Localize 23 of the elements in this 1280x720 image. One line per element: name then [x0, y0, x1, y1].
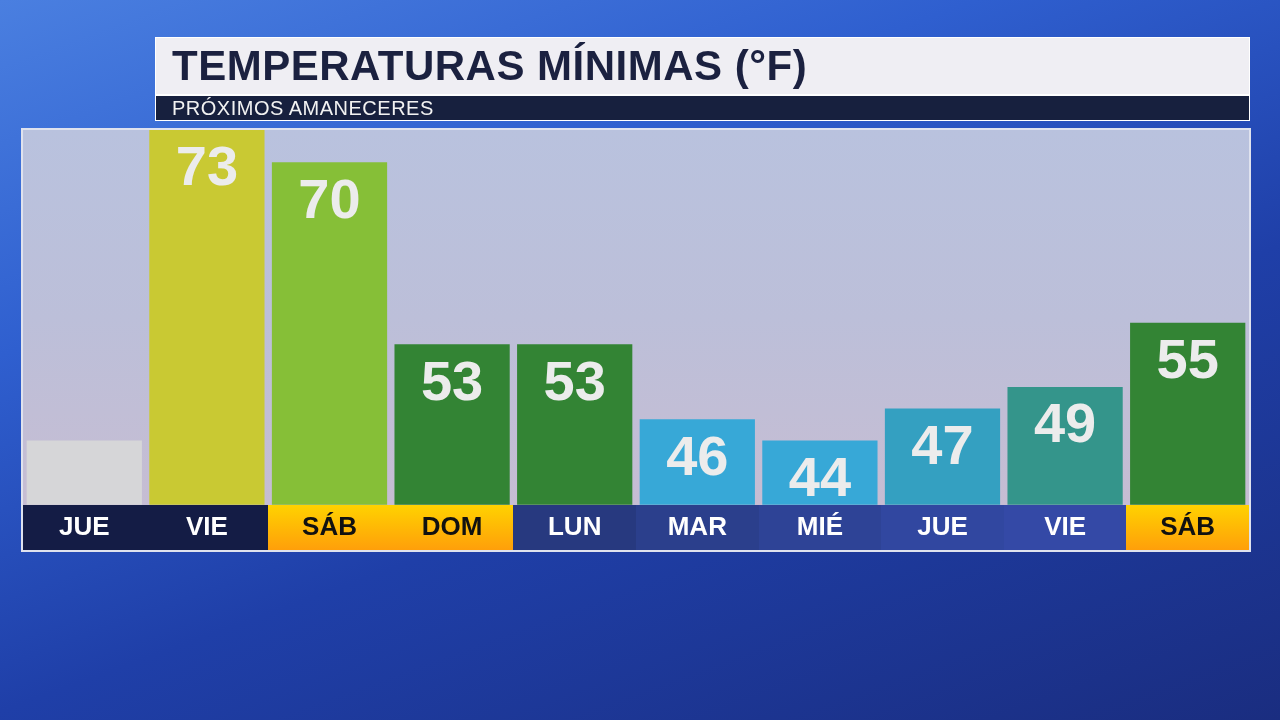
x-tick-label: MAR: [667, 510, 728, 541]
x-tick-label: JUE: [59, 510, 110, 541]
title-banner: TEMPERATURAS MÍNIMAS (°F): [155, 37, 1250, 95]
x-tick-label: VIE: [1044, 510, 1087, 541]
data-label: 49: [1033, 391, 1097, 455]
data-label: 55: [1156, 327, 1219, 391]
x-tick-label: VIE: [185, 510, 228, 541]
x-tick-label: MIÉ: [796, 510, 844, 541]
data-label: 44: [788, 444, 852, 508]
x-tick-label: DOM: [421, 510, 483, 541]
chart-title: TEMPERATURAS MÍNIMAS (°F): [172, 42, 808, 90]
x-tick-label: LUN: [547, 510, 602, 541]
data-label: 46: [666, 423, 729, 487]
x-tick-label: JUE: [917, 510, 968, 541]
x-tick-label: SÁB: [1160, 510, 1216, 541]
data-label: 53: [543, 348, 606, 412]
data-label: 47: [911, 412, 974, 476]
data-label: 53: [420, 348, 484, 412]
data-label: 73: [175, 134, 239, 198]
x-tick-label: SÁB: [302, 510, 357, 541]
chart-subtitle: PRÓXIMOS AMANECERES: [172, 97, 434, 120]
data-label: 70: [298, 166, 361, 230]
subtitle-banner: PRÓXIMOS AMANECERES: [155, 95, 1250, 121]
